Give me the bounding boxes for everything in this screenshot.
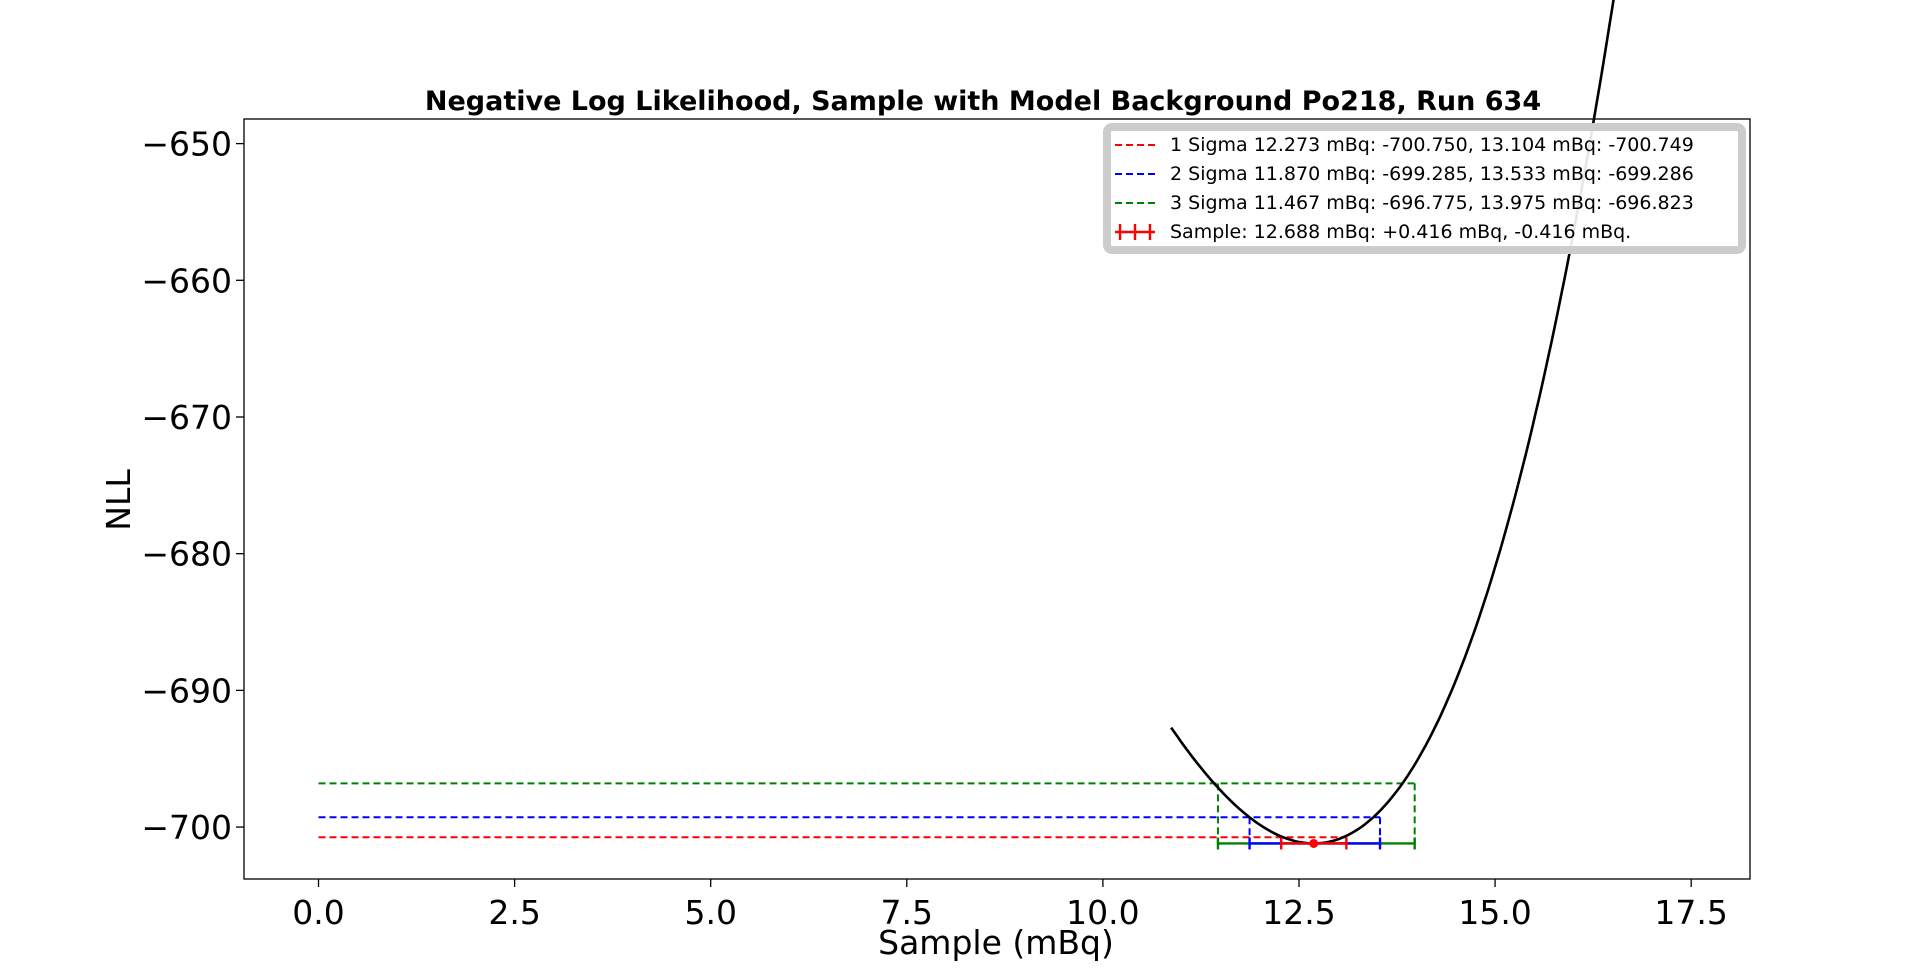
x-tick-label: 5.0: [684, 893, 736, 932]
nll-curve: [1170, 0, 1615, 845]
x-tick-label: 10.0: [1066, 893, 1139, 932]
sample-point: [1309, 838, 1319, 848]
plot-frame: [243, 118, 1751, 880]
legend-2-sigma-label: 2 Sigma 11.870 mBq: -699.285, 13.533 mBq…: [1170, 163, 1694, 185]
legend-3-sigma-label: 3 Sigma 11.467 mBq: -696.775, 13.975 mBq…: [1170, 192, 1694, 214]
legend-box: [1103, 123, 1746, 254]
legend-1-sigma-label: 1 Sigma 12.273 mBq: -700.750, 13.104 mBq…: [1170, 134, 1694, 156]
y-axis-label: NLL: [99, 469, 138, 531]
chart-title: Negative Log Likelihood, Sample with Mod…: [425, 86, 1541, 117]
x-tick-label: 7.5: [881, 893, 933, 932]
legend-sample-label: Sample: 12.688 mBq: +0.416 mBq, -0.416 m…: [1170, 221, 1631, 243]
x-axis-label: Sample (mBq): [878, 923, 1114, 962]
y-tick-label: −700: [141, 808, 232, 847]
x-tick-label: 0.0: [292, 893, 344, 932]
x-tick-label: 17.5: [1654, 893, 1727, 932]
y-tick-label: −650: [141, 125, 232, 164]
legend-sample-marker: [1115, 224, 1155, 240]
y-tick-label: −670: [141, 398, 232, 437]
x-tick-label: 12.5: [1262, 893, 1335, 932]
x-tick-label: 2.5: [488, 893, 540, 932]
y-tick-label: −660: [141, 261, 232, 300]
y-tick-label: −680: [141, 535, 232, 574]
y-tick-label: −690: [141, 671, 232, 710]
legend: 1 Sigma 12.273 mBq: -700.750, 13.104 mBq…: [1103, 123, 1746, 254]
x-tick-label: 15.0: [1458, 893, 1531, 932]
